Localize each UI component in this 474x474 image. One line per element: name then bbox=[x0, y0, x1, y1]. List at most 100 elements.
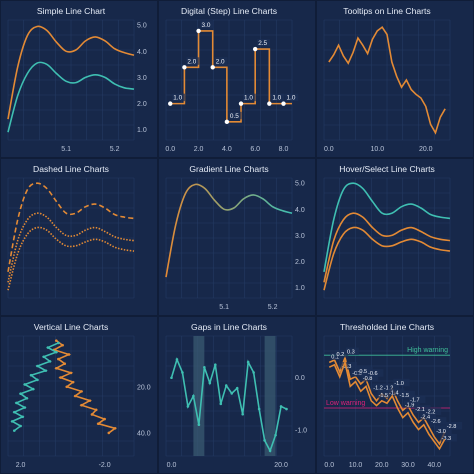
data-point bbox=[57, 341, 60, 345]
data-label-bg bbox=[361, 374, 379, 382]
data-point bbox=[29, 373, 33, 377]
data-label: -1.2 bbox=[373, 386, 383, 392]
data-point bbox=[73, 394, 77, 398]
data-label: -1.7 bbox=[410, 398, 420, 404]
data-label: 1.0 bbox=[272, 95, 281, 102]
chart-panel-9: Thresholded Line Charts High warning Low w… bbox=[317, 317, 473, 473]
chart-panel-3: Tooltips on Line Charts 0.0 10.0 20.0 bbox=[317, 1, 473, 157]
data-point bbox=[219, 402, 223, 406]
data-label: -1.4 bbox=[389, 390, 399, 396]
data-point bbox=[36, 378, 39, 382]
data-point bbox=[19, 424, 22, 428]
y-tick-label: -1.0 bbox=[295, 427, 307, 434]
data-label-bg bbox=[271, 93, 285, 102]
data-label-bg bbox=[403, 400, 421, 408]
series-line-1 bbox=[328, 26, 446, 135]
data-point bbox=[44, 369, 48, 372]
chart-panel-6: Hover/Select Line Charts bbox=[317, 159, 473, 315]
data-point bbox=[46, 346, 50, 349]
data-label: 0.2 bbox=[337, 352, 345, 358]
y-tick-label: 3.0 bbox=[295, 233, 305, 240]
data-label: 0.1 bbox=[331, 354, 339, 360]
data-point bbox=[63, 362, 66, 365]
data-point bbox=[67, 353, 71, 356]
data-label-bg bbox=[377, 390, 394, 399]
series-line-2 bbox=[328, 359, 446, 451]
chart-title: Digital (Step) Line Charts bbox=[181, 6, 277, 16]
data-point bbox=[65, 385, 69, 389]
data-point bbox=[196, 28, 201, 34]
data-point bbox=[182, 65, 187, 70]
panel-background bbox=[1, 159, 157, 315]
x-tick-label: 0.0 bbox=[324, 462, 334, 469]
data-point bbox=[252, 46, 258, 52]
chart-title: Gradient Line Charts bbox=[189, 164, 268, 174]
grid-lines bbox=[7, 177, 135, 299]
series-line-3 bbox=[323, 226, 451, 291]
data-point bbox=[285, 407, 288, 411]
data-label: -3.0 bbox=[436, 429, 446, 435]
data-point bbox=[186, 405, 190, 408]
panel-background bbox=[1, 1, 157, 157]
series-line-2 bbox=[7, 212, 135, 283]
data-point bbox=[61, 343, 64, 347]
data-point bbox=[175, 358, 179, 361]
x-tick-label: 5.2 bbox=[268, 304, 278, 311]
data-point bbox=[19, 392, 22, 395]
data-label: -1.5 bbox=[379, 393, 389, 399]
chart-panel-2: Digital (Step) Line Charts 1.0 2.0 3.0 2.0 0.… bbox=[159, 1, 315, 157]
chart-panel-8: Gaps in Line Charts 0.0 20.0 0.0 -1.0 bbox=[159, 317, 315, 473]
y-tick-label: 20.0 bbox=[137, 384, 151, 391]
y-tick-label: 2.0 bbox=[137, 101, 147, 108]
data-label-bg bbox=[356, 366, 373, 375]
data-point bbox=[90, 413, 94, 416]
data-point bbox=[230, 392, 234, 395]
data-label: -2.6 bbox=[431, 419, 441, 425]
data-point bbox=[48, 360, 52, 363]
data-point bbox=[13, 410, 16, 414]
data-point bbox=[263, 439, 266, 442]
grid-lines bbox=[7, 335, 135, 457]
data-point bbox=[192, 394, 195, 398]
panel-background bbox=[159, 159, 315, 315]
chart-panel-5: Gradient Line Charts 5.1 5.2 1.0 2.0 3.0 4.0 5.… bbox=[159, 159, 315, 315]
panel-background bbox=[159, 1, 315, 157]
series-line-2 bbox=[323, 212, 451, 283]
series-line-2 bbox=[7, 61, 135, 133]
data-point bbox=[88, 399, 92, 402]
data-label: -0.6 bbox=[368, 371, 378, 377]
data-label-bg bbox=[186, 57, 200, 65]
series-line-1 bbox=[170, 357, 287, 453]
data-label: -0.8 bbox=[363, 376, 373, 382]
chart-panel-1: Simple Line Chart 5.1 5.2 1.0 2.0 3.0 4.0 5.0 bbox=[1, 1, 157, 157]
data-label-bg bbox=[430, 417, 447, 425]
data-point bbox=[241, 412, 244, 416]
data-label-bg bbox=[445, 422, 463, 430]
chart-title: Thresholded Line Charts bbox=[340, 322, 434, 332]
series-line-1 bbox=[165, 183, 293, 278]
data-label-bg bbox=[228, 111, 242, 120]
data-point bbox=[42, 355, 45, 359]
data-label-bg bbox=[409, 395, 426, 404]
data-point bbox=[181, 371, 184, 374]
data-label: -0.5 bbox=[358, 369, 368, 375]
y-tick-label: 2.0 bbox=[295, 259, 305, 266]
x-tick-label: 20.0 bbox=[274, 462, 288, 469]
data-label: 1.0 bbox=[287, 95, 296, 102]
data-label-bg bbox=[382, 383, 400, 392]
x-tick-label: 5.1 bbox=[219, 304, 229, 311]
data-point bbox=[23, 383, 27, 386]
data-label-bg bbox=[200, 20, 214, 29]
data-point bbox=[103, 417, 106, 421]
x-tick-label: 20.0 bbox=[419, 146, 433, 153]
data-point bbox=[31, 387, 35, 391]
y-tick-label: 5.0 bbox=[295, 181, 305, 188]
data-point bbox=[21, 415, 25, 419]
data-point bbox=[94, 408, 98, 412]
x-tick-label: 0.0 bbox=[324, 146, 334, 153]
data-point bbox=[238, 101, 244, 106]
data-label-bg bbox=[367, 369, 384, 377]
chart-panel-4: Dashed Line Charts bbox=[1, 159, 157, 315]
chart-title: Gaps in Line Charts bbox=[191, 322, 267, 332]
